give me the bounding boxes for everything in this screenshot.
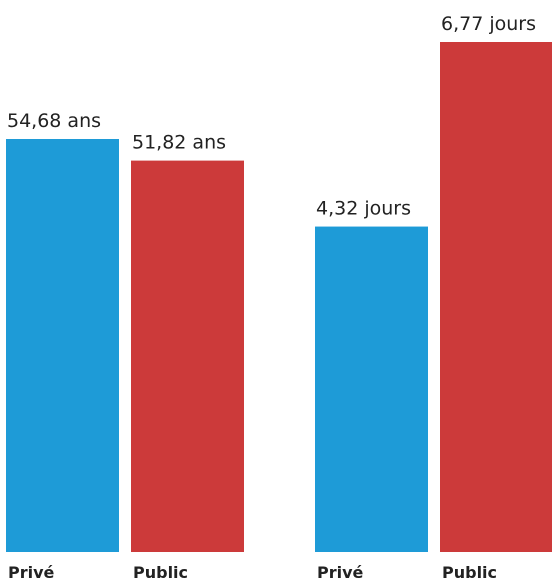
value-label: 4,32 jours — [316, 198, 411, 220]
category-label: Privé — [8, 563, 55, 582]
category-label: Privé — [317, 563, 364, 582]
value-label: 6,77 jours — [441, 13, 536, 35]
bar — [6, 139, 119, 552]
value-label: 54,68 ans — [7, 110, 101, 132]
bar — [315, 226, 428, 552]
bar — [440, 42, 552, 552]
value-label: 51,82 ans — [132, 132, 226, 154]
category-label: Public — [442, 563, 497, 582]
category-label: Public — [133, 563, 188, 582]
bar — [131, 160, 244, 552]
